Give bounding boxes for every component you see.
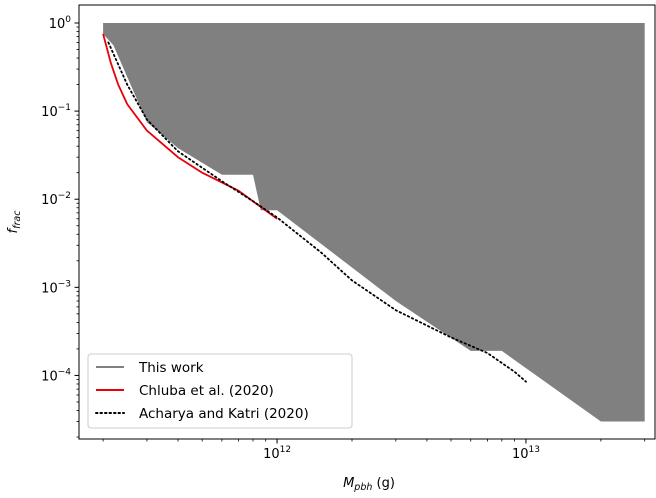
- y-tick-label: 10−3: [41, 279, 71, 296]
- series-region-this-work: [103, 23, 645, 422]
- y-axis-label: ffrac: [6, 210, 23, 234]
- legend-box: [87, 353, 353, 429]
- y-axis-label-sub: frac: [12, 210, 23, 229]
- y-tick-label: 10−4: [41, 367, 71, 384]
- y-tick-label: 100: [49, 15, 72, 32]
- x-axis-label: Mpbh (g): [343, 476, 395, 493]
- legend-label-chluba: Chluba et al. (2020): [139, 383, 274, 399]
- x-axis-label-base: M: [343, 476, 354, 491]
- legend-label-acharya-katri: Acharya and Katri (2020): [139, 406, 309, 422]
- ticks-layer: 1012 1013 100 10−1 10−2 10−3 10−4: [41, 15, 646, 462]
- y-axis-label-base: f: [6, 226, 21, 233]
- series-layer: [102, 23, 645, 422]
- y-tick-label: 10−1: [41, 103, 71, 120]
- y-tick-label: 10−2: [41, 191, 71, 208]
- legend-label-this-work: This work: [138, 360, 204, 376]
- series-line-acharya-and-katri-2020: [107, 41, 527, 383]
- plot-frame: [78, 4, 656, 440]
- x-tick-label: 1013: [512, 445, 540, 462]
- x-axis-label-sub: pbh: [353, 482, 372, 493]
- x-axis-label-unit: (g): [372, 476, 395, 491]
- x-tick-label: 1012: [263, 445, 291, 462]
- legend: This work Chluba et al. (2020) Acharya a…: [87, 353, 353, 429]
